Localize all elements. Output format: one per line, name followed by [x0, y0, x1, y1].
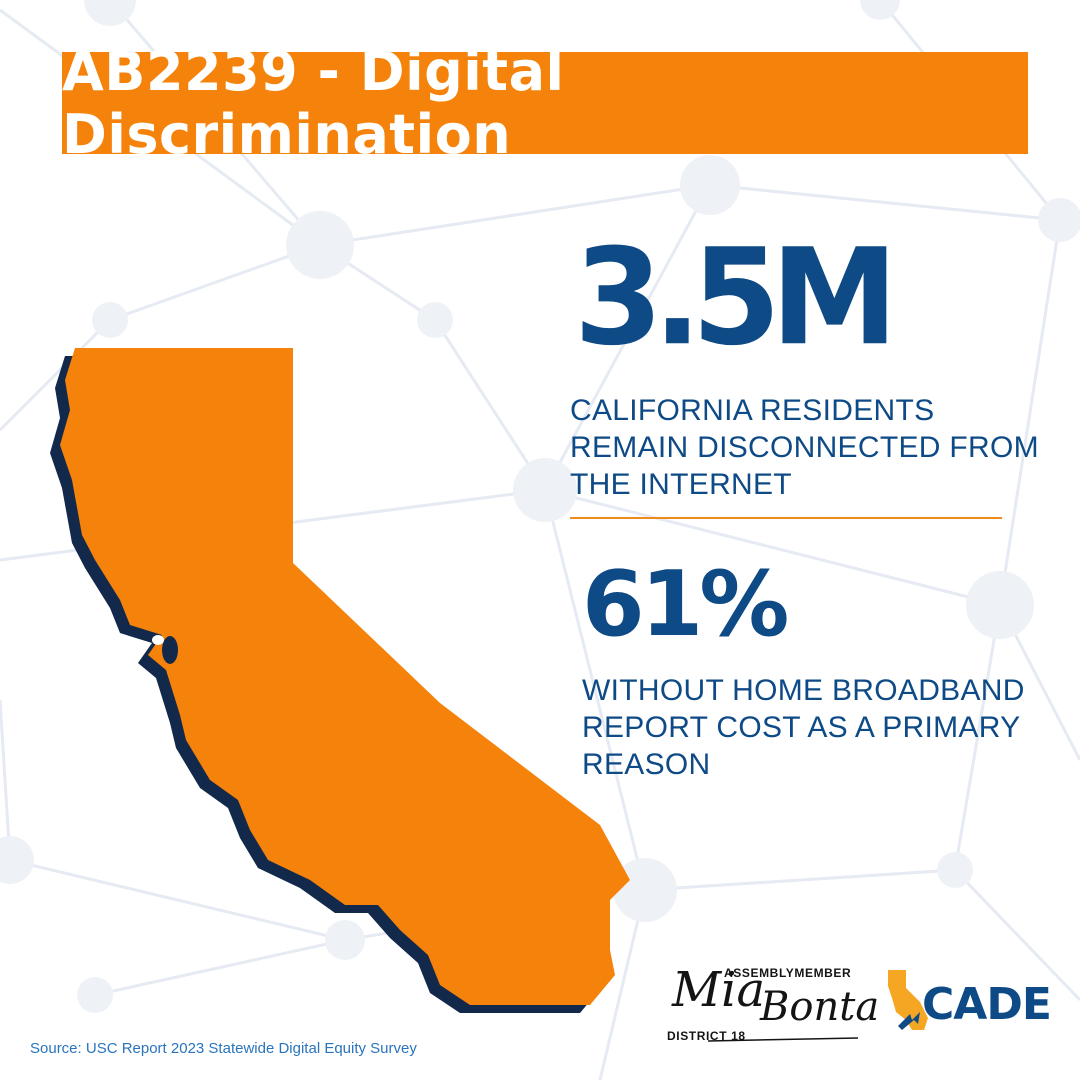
signature-underline-icon: [708, 1037, 858, 1042]
cade-california-icon: [888, 970, 928, 1030]
title-banner: AB2239 - Digital Discrimination: [62, 40, 1028, 166]
stat-disconnected-value: 3.5M: [574, 220, 898, 376]
district-label: DISTRICT 18: [667, 1029, 746, 1043]
stat-cost-description: WITHOUT HOME BROADBAND REPORT COST AS A …: [582, 674, 1025, 781]
signature-first-name: Mia: [672, 962, 766, 1018]
source-citation: Source: USC Report 2023 Statewide Digita…: [30, 1040, 417, 1057]
stat-cost-value: 61%: [582, 552, 789, 657]
stat-disconnected-description: CALIFORNIA RESIDENTS REMAIN DISCONNECTED…: [570, 394, 1039, 501]
page-title: AB2239 - Digital Discrimination: [62, 40, 565, 166]
assemblymember-title: ASSEMBLYMEMBER: [724, 966, 852, 980]
signature-last-name: Bonta: [760, 984, 880, 1030]
cade-logo-text: CADE: [922, 979, 1052, 1030]
divider: [570, 517, 1002, 519]
assemblymember-signature-logo: Mia Bonta: [668, 962, 879, 1052]
